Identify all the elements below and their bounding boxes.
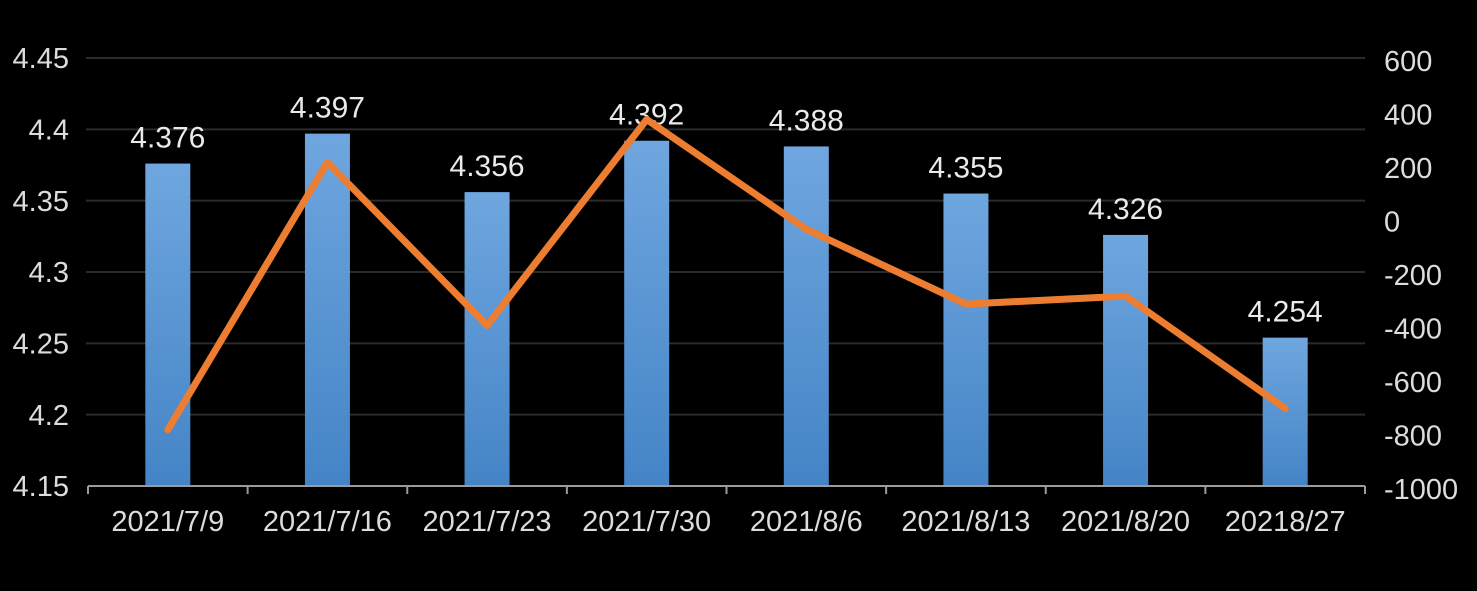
left-axis-tick-label: 4.35 xyxy=(13,186,69,218)
bar-data-label: 4.356 xyxy=(450,150,525,183)
right-axis-labels: 600 400 200 0 -200 -400 -600 -800 -1000 xyxy=(1384,46,1458,506)
bar-series xyxy=(145,133,1308,487)
bar xyxy=(624,140,670,486)
bar xyxy=(464,192,510,486)
bar-data-label: 4.254 xyxy=(1248,296,1323,329)
x-axis-label: 2021/7/30 xyxy=(582,506,711,538)
right-axis-tick-label: 600 xyxy=(1384,46,1432,78)
x-axis-label: 20218/27 xyxy=(1225,506,1346,538)
left-axis-labels: 4.45 4.4 4.35 4.3 4.25 4.2 4.15 xyxy=(13,43,69,503)
x-axis-label: 2021/8/20 xyxy=(1061,506,1190,538)
bar-data-label: 4.392 xyxy=(609,99,684,132)
right-axis-tick-label: 200 xyxy=(1384,153,1432,185)
bar-data-labels: 4.376 4.397 4.356 4.392 4.388 4.355 4.326 4.254 xyxy=(130,92,1322,329)
x-axis-label: 2021/7/23 xyxy=(423,506,552,538)
x-axis-label: 2021/7/16 xyxy=(263,506,392,538)
right-axis-tick-label: 400 xyxy=(1384,100,1432,132)
x-axis-label: 2021/8/6 xyxy=(750,506,863,538)
x-axis-labels: 2021/7/9 2021/7/16 2021/7/23 2021/7/30 2021/… xyxy=(111,506,1345,538)
x-axis-label: 2021/8/13 xyxy=(901,506,1030,538)
right-axis-tick-label: -1000 xyxy=(1384,474,1458,506)
left-axis-tick-label: 4.15 xyxy=(13,471,69,503)
gridlines xyxy=(86,57,1365,416)
right-axis-tick-label: -600 xyxy=(1384,367,1442,399)
left-axis-tick-label: 4.2 xyxy=(29,400,69,432)
bar xyxy=(1103,234,1149,486)
bar-data-label: 4.397 xyxy=(290,92,365,125)
bar-data-label: 4.326 xyxy=(1088,193,1163,226)
bar-data-label: 4.388 xyxy=(769,104,844,137)
bar-data-label: 4.355 xyxy=(928,152,1003,185)
left-axis-tick-label: 4.25 xyxy=(13,328,69,360)
bar xyxy=(145,163,191,486)
bar-data-label: 4.376 xyxy=(130,122,205,155)
bar xyxy=(943,193,989,487)
line-series xyxy=(164,116,1289,434)
right-axis-tick-label: -200 xyxy=(1384,260,1442,292)
left-axis-tick-label: 4.3 xyxy=(29,257,69,289)
right-axis-tick-label: -400 xyxy=(1384,314,1442,346)
right-axis-tick-label: -800 xyxy=(1384,421,1442,453)
left-axis-tick-label: 4.4 xyxy=(29,114,69,146)
x-axis-label: 2021/7/9 xyxy=(111,506,224,538)
bar xyxy=(783,146,829,486)
x-axis xyxy=(87,485,1366,494)
left-axis-tick-label: 4.45 xyxy=(13,43,69,75)
right-axis-tick-label: 0 xyxy=(1384,207,1400,239)
